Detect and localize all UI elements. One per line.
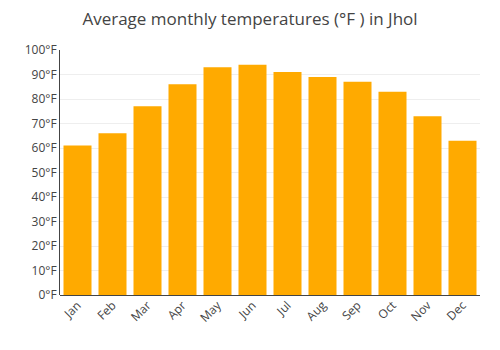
svg-text:Average monthly temperatures (: Average monthly temperatures (°F ) in Jh… [82, 7, 417, 30]
svg-text:May: May [196, 296, 225, 325]
svg-text:Mar: Mar [127, 297, 155, 325]
svg-text:10°F: 10°F [32, 262, 57, 279]
svg-text:Dec: Dec [443, 297, 470, 324]
svg-text:Jun: Jun [234, 297, 259, 322]
svg-text:80°F: 80°F [32, 90, 57, 107]
svg-text:60°F: 60°F [32, 139, 57, 156]
svg-text:50°F: 50°F [32, 164, 57, 181]
svg-text:Aug: Aug [302, 297, 330, 325]
svg-text:Oct: Oct [374, 297, 400, 323]
svg-text:Feb: Feb [93, 297, 119, 323]
svg-text:20°F: 20°F [32, 237, 57, 254]
svg-text:Nov: Nov [407, 297, 435, 325]
svg-text:90°F: 90°F [32, 66, 57, 83]
svg-text:40°F: 40°F [32, 188, 57, 205]
svg-text:100°F: 100°F [25, 41, 57, 58]
svg-text:Sep: Sep [338, 297, 365, 324]
svg-text:0°F: 0°F [38, 286, 56, 303]
svg-text:Jan: Jan [60, 297, 85, 322]
svg-text:Apr: Apr [164, 297, 190, 323]
svg-text:Jul: Jul [272, 297, 294, 319]
svg-text:70°F: 70°F [32, 115, 57, 132]
svg-text:30°F: 30°F [32, 213, 57, 230]
